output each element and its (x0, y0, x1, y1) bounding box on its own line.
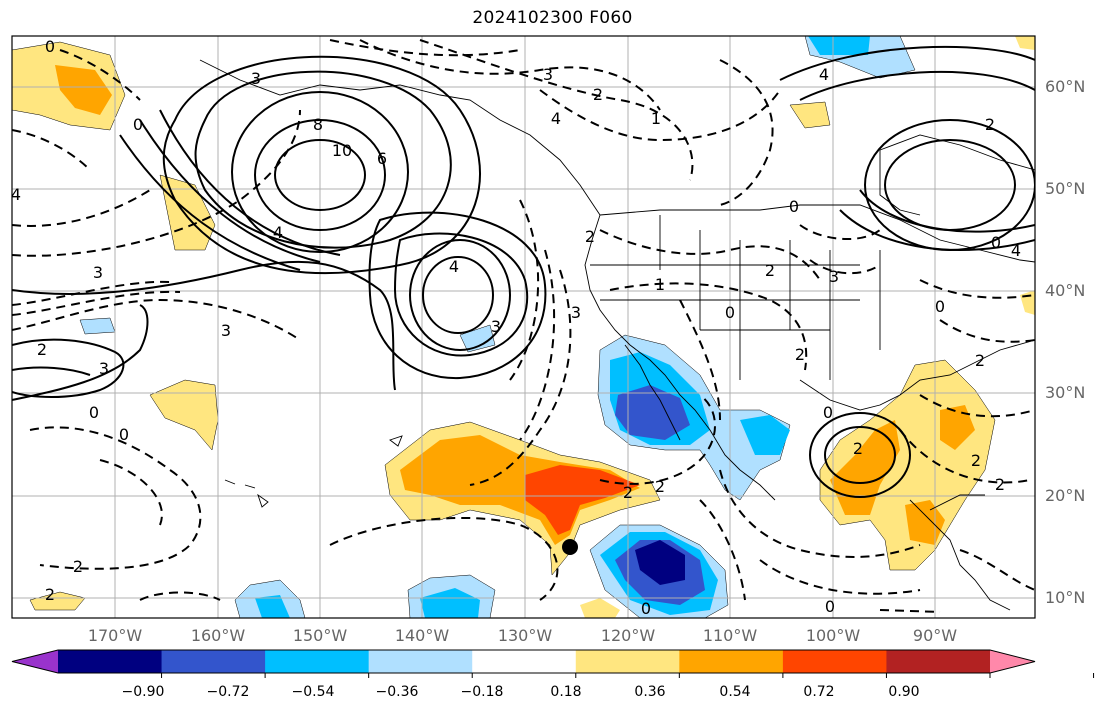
contour-label: 3 (93, 263, 103, 282)
contour-label: 0 (45, 37, 55, 56)
storm-position-marker (562, 539, 578, 555)
contour-label: 4 (819, 65, 829, 84)
lon-label-90w: 90°W (912, 626, 958, 645)
colorbar-tick-label: −0.36 (375, 684, 419, 700)
contour-label: 2 (853, 439, 863, 458)
lon-label-110w: 110°W (702, 626, 758, 645)
contour-label: 0 (89, 403, 99, 422)
contour-label: 4 (1011, 241, 1021, 260)
contour-label: 2 (37, 340, 47, 359)
colorbar-segment (782, 650, 887, 673)
contour-label: 2 (623, 483, 633, 502)
colorbar-segment (58, 650, 163, 673)
contour-label: 2 (655, 477, 665, 496)
contour-label: 2 (985, 115, 995, 134)
lon-label-170w: 170°W (87, 626, 143, 645)
lon-label-130w: 130°W (497, 626, 553, 645)
contour-label: 4 (449, 257, 459, 276)
colorbar-segment (161, 650, 266, 673)
colorbar-tick-label: 0.72 (803, 684, 835, 700)
lat-label-60n: 60°N (1045, 77, 1086, 96)
contour-label: 2 (765, 261, 775, 280)
contour-label: 10 (332, 141, 352, 160)
contour-label: 1 (651, 109, 661, 128)
lon-label-160w: 160°W (190, 626, 246, 645)
contour-label: 2 (73, 557, 83, 576)
contour-label: 4 (551, 109, 561, 128)
map-frame (11, 35, 1036, 619)
contour-label: 0 (789, 197, 799, 216)
colorbar-segment (886, 650, 991, 673)
contour-label: 1 (655, 275, 665, 294)
contour-label: 4 (273, 223, 283, 242)
colorbar-tick-label: −0.54 (291, 684, 335, 700)
contour-label: 2 (971, 451, 981, 470)
colorbar-extend-low (12, 650, 58, 673)
colorbar-extend-high (990, 650, 1035, 673)
contour-label: 0 (641, 599, 651, 618)
colorbar-segment (679, 650, 784, 673)
gridlines (12, 36, 1035, 618)
colorbar-segment (575, 650, 680, 673)
contour-label: 2 (45, 585, 55, 604)
lat-label-20n: 20°N (1045, 486, 1086, 505)
coastlines (199, 59, 1035, 611)
contour-labels: 0 3 8 10 6 4 3 4 3 3 2 3 0 0 2 4 2 4 0 3… (11, 37, 1021, 618)
chart-title: 2024102300 F060 (472, 8, 633, 28)
contour-label: 3 (491, 317, 501, 336)
contour-label: 0 (823, 403, 833, 422)
contour-label: 3 (571, 303, 581, 322)
contour-label: 0 (991, 233, 1001, 252)
contour-label: 2 (585, 227, 595, 246)
contour-label: 0 (825, 597, 835, 616)
lon-label-120w: 120°W (600, 626, 656, 645)
contour-label: 0 (935, 297, 945, 316)
colorbar-tick-label: −0.90 (121, 684, 165, 700)
lat-label-50n: 50°N (1045, 179, 1086, 198)
contour-label: 0 (119, 425, 129, 444)
lat-label-30n: 30°N (1045, 383, 1086, 402)
lon-label-100w: 100°W (805, 626, 861, 645)
contour-label: 0 (725, 303, 735, 322)
contour-label: 2 (995, 475, 1005, 494)
lon-label-140w: 140°W (394, 626, 450, 645)
colorbar-segment (368, 650, 473, 673)
contour-label: 3 (251, 69, 261, 88)
contour-label: 2 (795, 345, 805, 364)
colorbar-tick-label: 0.90 (888, 684, 920, 700)
lon-label-150w: 150°W (292, 626, 348, 645)
contour-label: 3 (221, 321, 231, 340)
contours (12, 45, 1035, 498)
contour-label: 3 (99, 359, 109, 378)
lat-label-10n: 10°N (1045, 588, 1086, 607)
colorbar-segment (472, 650, 577, 673)
contour-label: 2 (975, 351, 985, 370)
contour-label: 3 (829, 267, 839, 286)
colorbar-tick-label: 0.36 (634, 684, 666, 700)
contour-label: 0 (133, 115, 143, 134)
contour-label: 4 (11, 185, 21, 204)
colorbar-outline (11, 649, 1036, 674)
colorbar (11, 649, 1095, 678)
colorbar-tick-label: −0.18 (460, 684, 504, 700)
contour-label: 8 (313, 115, 323, 134)
dashed-contours (12, 39, 1035, 613)
contour-label: 2 (593, 85, 603, 104)
colorbar-tick-label: −0.72 (206, 684, 250, 700)
contour-label: 3 (543, 65, 553, 84)
colorbar-tick-label: 0.18 (550, 684, 582, 700)
colorbar-tick-label: 0.54 (719, 684, 751, 700)
colorbar-segment (265, 650, 370, 673)
contour-label: 6 (377, 149, 387, 168)
lat-label-40n: 40°N (1045, 281, 1086, 300)
